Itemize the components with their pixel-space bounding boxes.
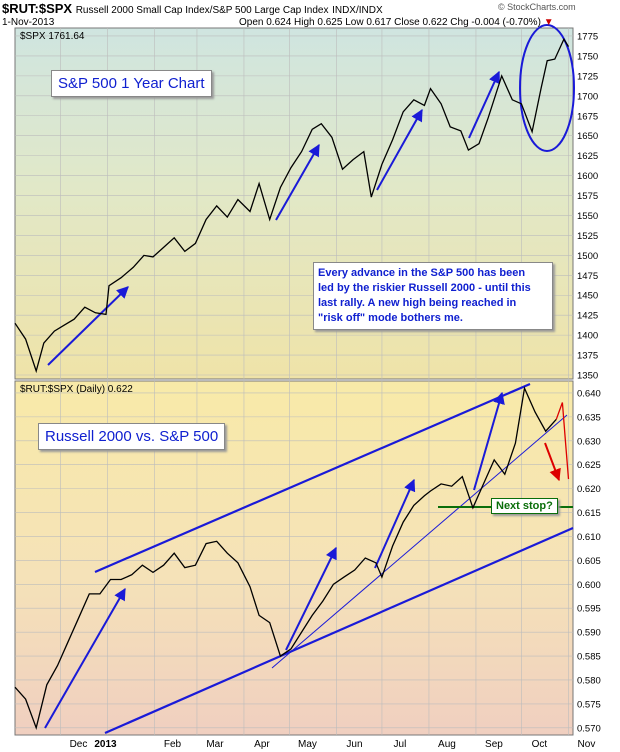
commentary-line: Every advance in the S&P 500 has been (318, 267, 526, 279)
change-value: Chg -0.004 (-0.70%) (450, 17, 541, 28)
series-line-0 (14, 37, 570, 374)
y-tick-label: 0.640 (577, 388, 601, 399)
series-line-1 (555, 402, 570, 480)
bottom-title-box: Russell 2000 vs. S&P 500 (38, 423, 226, 450)
y-tick-label: 0.635 (577, 412, 601, 423)
commentary-box: Every advance in the S&P 500 has been le… (313, 262, 553, 330)
next-stop-label: Next stop? (491, 498, 558, 514)
x-tick-label: Jul (394, 739, 407, 750)
x-tick-label: Dec (70, 739, 88, 750)
y-tick-label: 0.585 (577, 652, 601, 663)
y-tick-label: 0.620 (577, 484, 601, 495)
y-tick-label: 0.610 (577, 532, 601, 543)
y-tick-label: 0.630 (577, 436, 601, 447)
y-tick-label: 0.590 (577, 628, 601, 639)
trend-arrow (285, 546, 337, 651)
y-tick-label: 1575 (577, 191, 598, 202)
x-tick-label: Apr (254, 739, 270, 750)
warning-arrow (544, 442, 561, 482)
lower-channel-line (104, 526, 574, 735)
y-tick-label: 1625 (577, 151, 598, 162)
x-tick-label: Feb (164, 739, 182, 750)
watermark: © StockCharts.com (498, 2, 576, 12)
thin-trend-line (271, 414, 568, 669)
trend-arrow (374, 478, 416, 569)
trend-arrow (473, 391, 505, 491)
x-tick-label: Mar (206, 739, 224, 750)
upper-channel-line (94, 382, 531, 574)
y-tick-label: 1350 (577, 371, 598, 382)
price-series (14, 37, 570, 731)
low-value: Low 0.617 (345, 17, 392, 28)
top-legend: $SPX 1761.64 (20, 31, 85, 42)
x-tick-labels: Dec 2013 Feb Mar Apr May Jun Jul Aug Sep Oct Nov (70, 739, 596, 750)
y-tick-label: 1650 (577, 131, 598, 142)
commentary-line: last rally. A new high being reached in (318, 297, 517, 309)
y-tick-label: 0.575 (577, 699, 601, 710)
series-line-0 (14, 385, 557, 731)
trend-arrow (47, 286, 129, 366)
y-tick-label: 1550 (577, 211, 598, 222)
x-tick-label: Nov (578, 739, 596, 750)
y-tick-label: 1600 (577, 171, 598, 182)
y-tick-label: 0.580 (577, 675, 601, 686)
y-tick-labels: 1350 1375 1400 1425 1450 1475 1500 1525 1550 1575… (577, 31, 601, 734)
y-tick-label: 0.595 (577, 604, 601, 615)
trend-arrow (44, 587, 126, 729)
y-tick-label: 1700 (577, 91, 598, 102)
y-tick-label: 0.600 (577, 580, 601, 591)
ohlc-readout: Open 0.624 High 0.625 Low 0.617 Close 0.… (239, 17, 554, 28)
y-tick-label: 1750 (577, 51, 598, 62)
trend-arrow (468, 70, 500, 139)
y-tick-label: 1525 (577, 231, 598, 242)
y-tick-label: 0.615 (577, 508, 601, 519)
x-tick-label: Aug (438, 739, 456, 750)
x-tick-label: 2013 (94, 739, 117, 750)
commentary-line: led by the riskier Russell 2000 - until … (318, 282, 531, 294)
trend-arrow (275, 143, 320, 221)
top-trend-arrows (47, 24, 575, 366)
x-tick-label: Oct (532, 739, 548, 750)
y-tick-label: 1725 (577, 71, 598, 82)
y-tick-label: 1775 (577, 31, 598, 42)
close-value: Close 0.622 (394, 17, 448, 28)
y-tick-label: 1450 (577, 291, 598, 302)
open-value: Open 0.624 (239, 17, 292, 28)
down-triangle-icon: ▼ (543, 17, 554, 28)
chart-description: Russell 2000 Small Cap Index/S&P 500 Lar… (75, 5, 329, 16)
trend-arrow (376, 108, 423, 191)
chart-symbol: $RUT:$SPX Russell 2000 Small Cap Index/S… (2, 1, 383, 16)
y-tick-label: 0.605 (577, 556, 601, 567)
y-tick-label: 1375 (577, 351, 598, 362)
x-tick-label: Jun (346, 739, 362, 750)
bottom-legend: $RUT:$SPX (Daily) 0.622 (20, 384, 133, 395)
y-tick-label: 1500 (577, 251, 598, 262)
highlight-ellipse (519, 24, 575, 152)
y-tick-label: 1400 (577, 331, 598, 342)
y-tick-label: 1675 (577, 111, 598, 122)
commentary-line: "risk off" mode bothers me. (318, 312, 463, 324)
x-tick-label: May (298, 739, 317, 750)
y-tick-label: 1425 (577, 311, 598, 322)
top-title-box: S&P 500 1 Year Chart (51, 70, 212, 97)
y-tick-label: 0.570 (577, 723, 601, 734)
y-tick-label: 1475 (577, 271, 598, 282)
chart-exchange: INDX/INDX (332, 5, 383, 16)
x-tick-label: Sep (485, 739, 503, 750)
y-tick-label: 0.625 (577, 460, 601, 471)
high-value: High 0.625 (294, 17, 343, 28)
chart-date: 1-Nov-2013 (2, 17, 55, 28)
